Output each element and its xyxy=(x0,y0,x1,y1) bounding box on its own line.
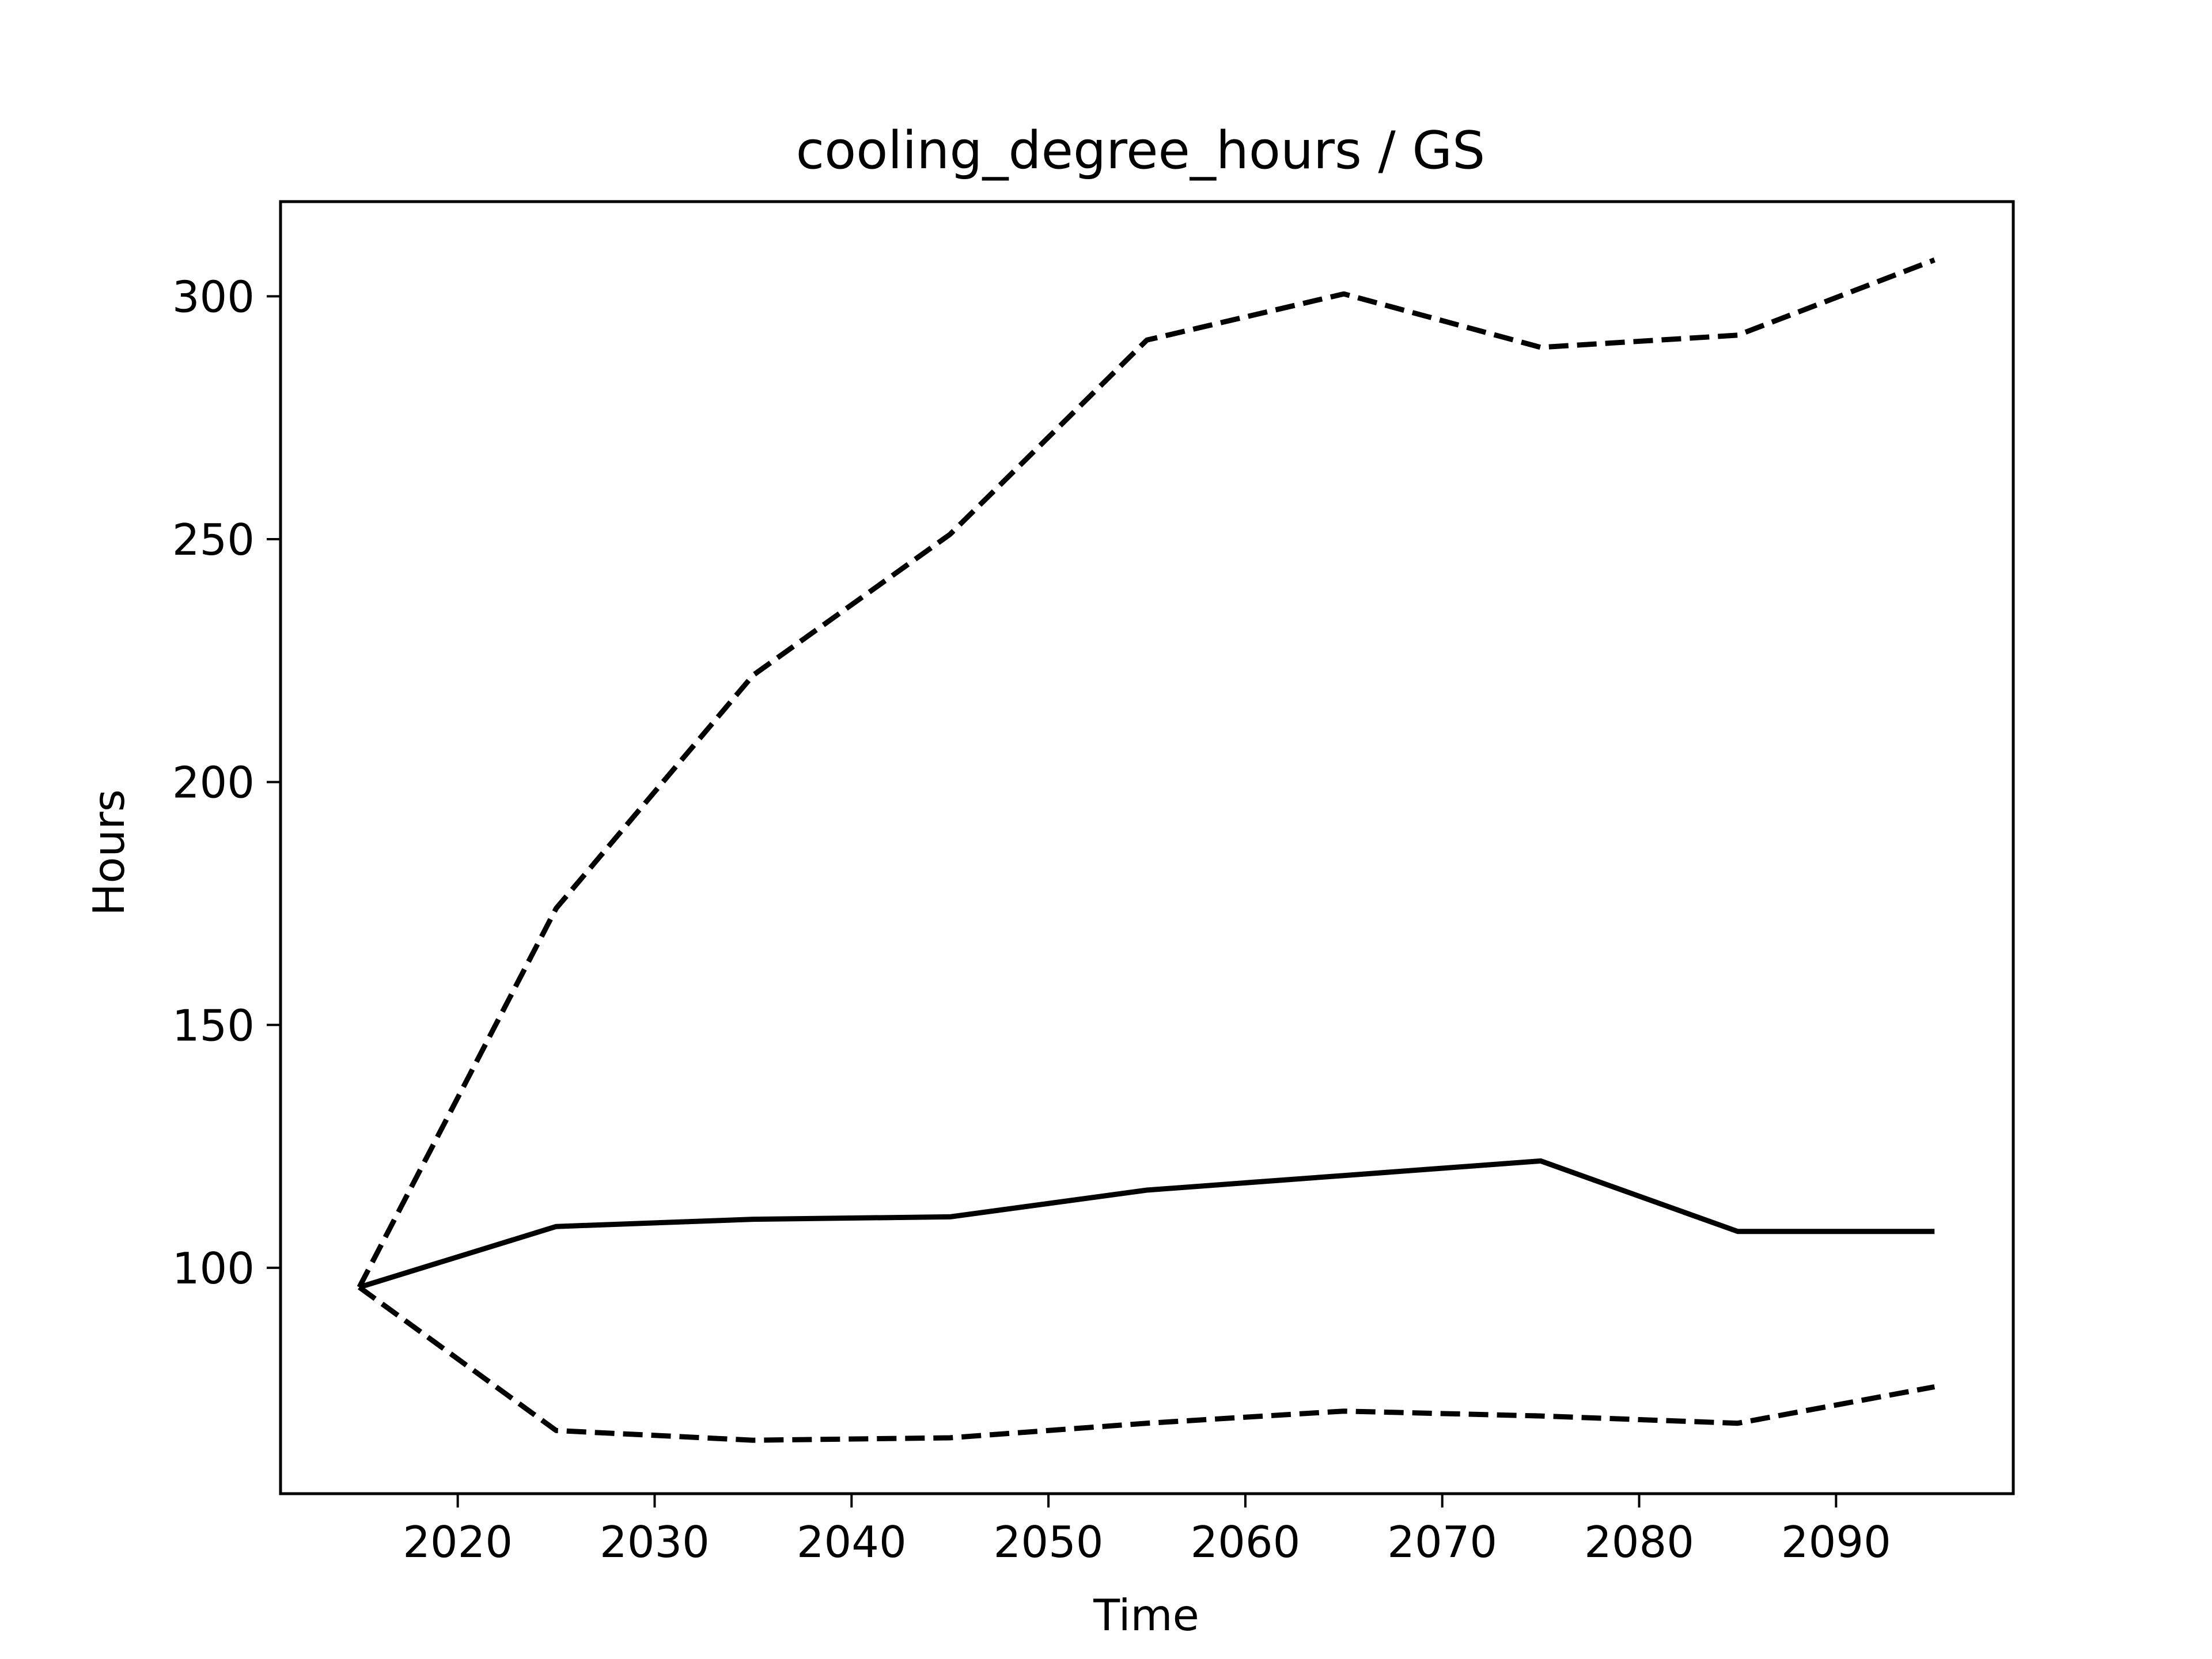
y-tick-label: 100 xyxy=(172,1243,255,1294)
dashed-series-line xyxy=(357,257,1936,1289)
x-axis-label: Time xyxy=(1093,1590,1199,1641)
y-tick-label: 300 xyxy=(172,271,255,322)
y-tick-label: 200 xyxy=(172,757,255,808)
chart-title: cooling_degree_hours / GS xyxy=(796,120,1486,181)
x-tick-label: 2090 xyxy=(1781,1517,1891,1567)
y-tick-label: 250 xyxy=(172,514,255,565)
x-tick-label: 2080 xyxy=(1584,1517,1694,1567)
dashed-series-line xyxy=(358,1285,1936,1443)
x-tick-label: 2050 xyxy=(994,1517,1104,1567)
y-tick-label: 150 xyxy=(172,1000,255,1051)
x-tick-label: 2040 xyxy=(797,1517,907,1567)
solid-series-line xyxy=(358,1158,1935,1290)
x-tick-label: 2070 xyxy=(1387,1517,1497,1567)
plot-frame xyxy=(279,200,2015,1495)
series-layer xyxy=(357,257,1936,1443)
x-tick-label: 2060 xyxy=(1190,1517,1300,1567)
x-tick-label: 2030 xyxy=(600,1517,710,1567)
y-axis-label: Hours xyxy=(84,789,134,916)
y-axis: 100 150 200 250 300 xyxy=(172,271,281,1294)
x-tick-label: 2020 xyxy=(403,1517,513,1567)
x-axis: 2020 2030 2040 2050 2060 2070 2080 2090 xyxy=(403,1494,1891,1567)
